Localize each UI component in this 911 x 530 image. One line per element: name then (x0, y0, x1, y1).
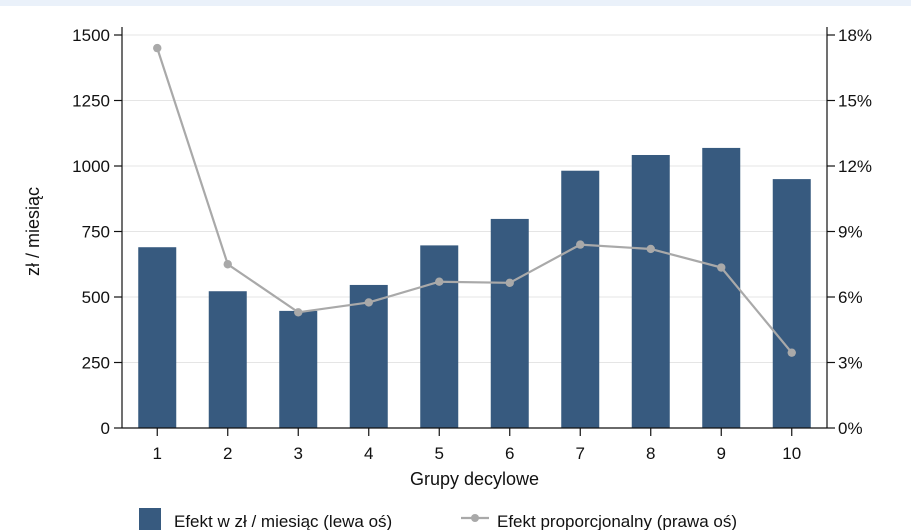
left-tick-label: 1500 (72, 26, 110, 45)
top-band (0, 0, 911, 6)
bar (349, 284, 388, 428)
x-tick-label: 10 (782, 444, 801, 463)
right-tick-label: 12% (838, 157, 872, 176)
x-tick-label: 9 (717, 444, 726, 463)
bar-series (138, 147, 811, 428)
tick-labels: 0 250 500 750 1000 1250 1500 0% 3% 6% 9% 12% 15% 18% 1… (72, 26, 872, 463)
line-point (223, 260, 232, 269)
x-tick-label: 6 (505, 444, 514, 463)
right-tick-label: 3% (838, 354, 863, 373)
right-tick-label: 0% (838, 419, 863, 438)
line-point (576, 240, 585, 249)
y-axis-title: zł / miesiąc (23, 187, 43, 276)
bar (420, 245, 459, 428)
left-tick-label: 1250 (72, 92, 110, 111)
line-series (153, 43, 796, 357)
series-line (156, 47, 793, 354)
x-tick-label: 5 (435, 444, 444, 463)
line-point (505, 278, 514, 288)
line-point (364, 298, 373, 307)
left-tick-label: 750 (82, 223, 110, 242)
right-tick-label: 9% (838, 223, 863, 242)
x-tick-label: 8 (646, 444, 655, 463)
legend-line-label: Efekt proporcjonalny (prawa oś) (497, 512, 737, 530)
legend-bar-swatch (139, 508, 161, 530)
bar (490, 218, 529, 428)
legend-line-marker (471, 514, 479, 522)
bar (561, 170, 600, 428)
x-axis-title: Grupy decylowe (410, 469, 539, 489)
x-tick-label: 1 (153, 444, 162, 463)
legend: Efekt w zł / miesiąc (lewa oś) Efekt pro… (139, 508, 737, 530)
x-tick-label: 2 (223, 444, 232, 463)
line-point (294, 308, 303, 317)
x-tick-label: 4 (364, 444, 373, 463)
right-tick-label: 15% (838, 92, 872, 111)
bar (138, 247, 177, 428)
right-tick-label: 18% (838, 26, 872, 45)
right-tick-label: 6% (838, 288, 863, 307)
left-tick-label: 500 (82, 288, 110, 307)
x-tick-label: 7 (576, 444, 585, 463)
bar (208, 291, 247, 428)
left-tick-label: 250 (82, 354, 110, 373)
line-point (787, 348, 796, 357)
axes (114, 27, 835, 436)
left-tick-label: 1000 (72, 157, 110, 176)
x-tick-label: 3 (294, 444, 303, 463)
bar (631, 154, 670, 428)
left-tick-label: 0 (101, 419, 110, 438)
line-point (717, 263, 726, 272)
bar (702, 147, 741, 428)
line-point (435, 277, 444, 286)
legend-bar-label: Efekt w zł / miesiąc (lewa oś) (174, 512, 392, 530)
line-point (646, 244, 655, 254)
line-point (153, 43, 162, 53)
bar (772, 179, 811, 428)
bar (279, 310, 318, 428)
